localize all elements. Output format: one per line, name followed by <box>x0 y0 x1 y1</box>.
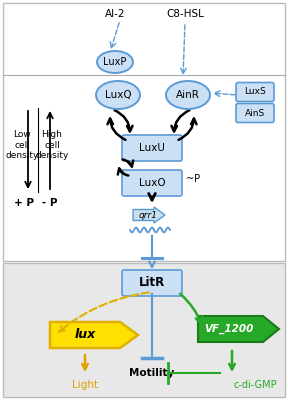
Polygon shape <box>50 322 138 348</box>
Text: High
cell
density: High cell density <box>35 130 69 160</box>
Text: Motility: Motility <box>129 368 175 378</box>
Text: LitR: LitR <box>139 276 165 290</box>
FancyArrow shape <box>133 207 165 223</box>
Text: C8-HSL: C8-HSL <box>166 9 204 19</box>
Polygon shape <box>198 316 279 342</box>
FancyBboxPatch shape <box>122 170 182 196</box>
Text: AinR: AinR <box>176 90 200 100</box>
FancyBboxPatch shape <box>236 82 274 102</box>
Text: VF_1200: VF_1200 <box>204 324 253 334</box>
Text: LuxQ: LuxQ <box>105 90 131 100</box>
Bar <box>3 3 285 261</box>
Text: + P: + P <box>14 198 34 208</box>
Bar <box>3 263 285 397</box>
Text: AI-2: AI-2 <box>105 9 125 19</box>
Text: AinS: AinS <box>245 108 265 118</box>
Text: LuxP: LuxP <box>103 57 127 67</box>
Text: - P: - P <box>42 198 58 208</box>
Text: LuxO: LuxO <box>139 178 165 188</box>
Text: c-di-GMP: c-di-GMP <box>233 380 277 390</box>
Text: Light: Light <box>72 380 98 390</box>
Ellipse shape <box>97 51 133 73</box>
FancyBboxPatch shape <box>122 270 182 296</box>
Text: LuxU: LuxU <box>139 143 165 153</box>
Text: ~P: ~P <box>186 174 200 184</box>
Text: Low
cell
density: Low cell density <box>5 130 39 160</box>
FancyBboxPatch shape <box>122 135 182 161</box>
Text: LuxS: LuxS <box>244 88 266 96</box>
Ellipse shape <box>166 81 210 109</box>
Text: lux: lux <box>74 328 96 342</box>
FancyBboxPatch shape <box>236 104 274 122</box>
Ellipse shape <box>96 81 140 109</box>
Text: qrr1: qrr1 <box>139 210 158 220</box>
